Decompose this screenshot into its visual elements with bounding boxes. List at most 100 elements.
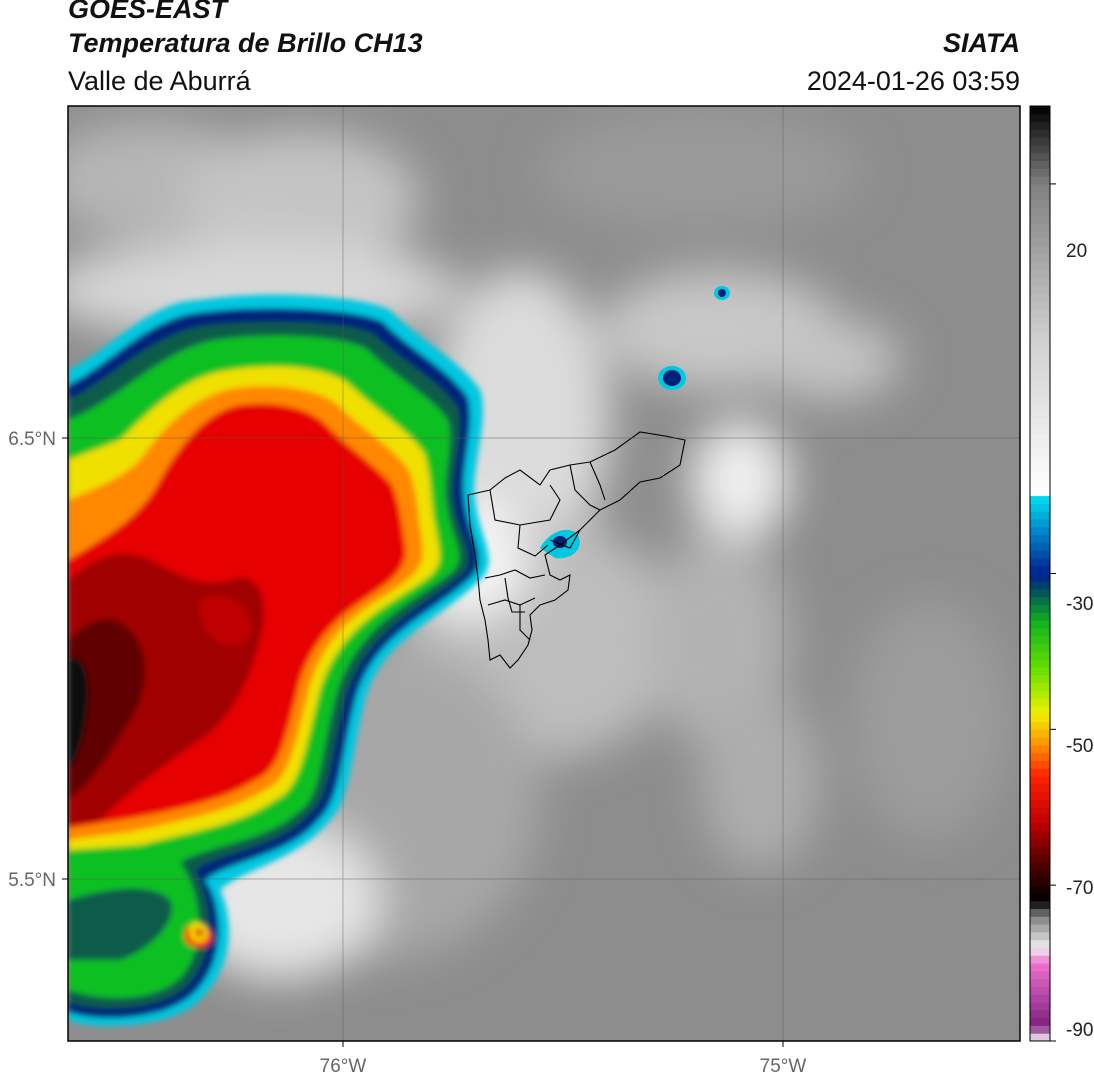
colorbar-segment bbox=[1030, 254, 1050, 263]
colorbar-segment bbox=[1030, 456, 1050, 465]
colorbar-segment bbox=[1030, 643, 1050, 652]
colorbar-segment bbox=[1030, 503, 1050, 512]
colorbar-segment bbox=[1030, 222, 1050, 232]
colorbar-segment bbox=[1030, 1009, 1050, 1019]
colorbar-tick-label: -30 bbox=[1066, 594, 1093, 615]
colorbar-segment bbox=[1030, 916, 1050, 925]
colorbar-segment bbox=[1030, 550, 1050, 559]
colorbar-segment bbox=[1030, 293, 1050, 302]
colorbar-segment bbox=[1030, 589, 1050, 598]
colorbar-segment bbox=[1030, 526, 1050, 536]
colorbar-segment bbox=[1030, 557, 1050, 567]
brightness-temperature-field bbox=[68, 106, 1020, 1041]
colorbar-segment bbox=[1030, 409, 1050, 419]
colorbar-segment bbox=[1030, 705, 1050, 715]
colorbar-segment bbox=[1030, 628, 1050, 637]
colorbar-segment bbox=[1030, 931, 1050, 941]
colorbar-segment bbox=[1030, 191, 1050, 200]
colorbar-segment bbox=[1030, 885, 1050, 894]
colorbar-segment bbox=[1030, 947, 1050, 956]
colorbar-segment bbox=[1030, 487, 1050, 497]
colorbar-segment bbox=[1030, 261, 1050, 271]
colorbar-segment bbox=[1030, 635, 1050, 645]
colorbar-segment bbox=[1030, 324, 1050, 333]
colorbar-segment bbox=[1030, 776, 1050, 785]
timestamp-label: 2024-01-26 03:59 bbox=[806, 66, 1020, 96]
colorbar-segment bbox=[1030, 791, 1050, 800]
colorbar-segment bbox=[1030, 651, 1050, 660]
colorbar-segment bbox=[1030, 238, 1050, 247]
colorbar-segment bbox=[1030, 441, 1050, 450]
colorbar-segment bbox=[1030, 300, 1050, 310]
colorbar-segment bbox=[1030, 908, 1050, 917]
colorbar-segment bbox=[1030, 106, 1050, 115]
colorbar-segment bbox=[1030, 417, 1050, 426]
colorbar-segment bbox=[1030, 121, 1050, 130]
colorbar-segment bbox=[1030, 495, 1050, 504]
colorbar-segment bbox=[1030, 339, 1050, 349]
colorbar-segment bbox=[1030, 246, 1050, 255]
colorbar-segment bbox=[1030, 970, 1050, 980]
colorbar-segment bbox=[1030, 604, 1050, 613]
colorbar-tick-label: 20 bbox=[1066, 241, 1087, 262]
colorbar-segment bbox=[1030, 581, 1050, 590]
colorbar-segment bbox=[1030, 1025, 1050, 1034]
colorbar-segment bbox=[1030, 331, 1050, 341]
satellite-title: GOES-EAST bbox=[68, 0, 228, 24]
colorbar-segment bbox=[1030, 308, 1050, 317]
colorbar-segment bbox=[1030, 464, 1050, 473]
colorbar-segment bbox=[1030, 768, 1050, 777]
colorbar-segment bbox=[1030, 230, 1050, 239]
colorbar-segment bbox=[1030, 573, 1050, 582]
colorbar-segment bbox=[1030, 713, 1050, 723]
colorbar-segment bbox=[1030, 830, 1050, 839]
colorbar-segment bbox=[1030, 1002, 1050, 1011]
region-subtitle: Valle de Aburrá bbox=[68, 66, 251, 96]
colorbar-segment bbox=[1030, 596, 1050, 606]
colorbar-segment bbox=[1030, 199, 1050, 208]
colorbar-segment bbox=[1030, 402, 1050, 411]
colorbar-segment bbox=[1030, 869, 1050, 878]
colorbar-segment bbox=[1030, 838, 1050, 847]
colorbar-segment bbox=[1030, 355, 1050, 364]
colorbar-segment bbox=[1030, 892, 1050, 902]
colorbar-segment bbox=[1030, 752, 1050, 761]
colorbar-segment bbox=[1030, 682, 1050, 691]
colorbar-segment bbox=[1030, 316, 1050, 325]
colorbar-segment bbox=[1030, 822, 1050, 832]
colorbar-segment bbox=[1030, 347, 1050, 356]
colorbar-segment bbox=[1030, 425, 1050, 434]
colorbar-segment bbox=[1030, 620, 1050, 629]
temperature-colorbar bbox=[1030, 106, 1050, 1042]
colorbar-segment bbox=[1030, 854, 1050, 863]
colorbar-segment bbox=[1030, 183, 1050, 193]
colorbar-segment bbox=[1030, 690, 1050, 699]
colorbar-segment bbox=[1030, 1033, 1050, 1042]
colorbar-segment bbox=[1030, 877, 1050, 886]
colorbar-segment bbox=[1030, 534, 1050, 543]
colorbar-segment bbox=[1030, 394, 1050, 403]
colorbar-segment bbox=[1030, 729, 1050, 738]
product-title: Temperatura de Brillo CH13 bbox=[68, 28, 423, 58]
colorbar-segment bbox=[1030, 667, 1050, 676]
lon-tick-label: 75°W bbox=[760, 1056, 807, 1077]
colorbar-segment bbox=[1030, 207, 1050, 216]
colorbar-tick-label: -50 bbox=[1066, 736, 1093, 757]
colorbar-segment bbox=[1030, 807, 1050, 816]
colorbar-segment bbox=[1030, 386, 1050, 395]
colorbar-segment bbox=[1030, 783, 1050, 793]
lat-tick-label: 6.5°N bbox=[8, 429, 56, 450]
colorbar-segment bbox=[1030, 472, 1050, 481]
colorbar-segment bbox=[1030, 612, 1050, 621]
colorbar-segment bbox=[1030, 698, 1050, 707]
colorbar-segment bbox=[1030, 511, 1050, 520]
colorbar-segment bbox=[1030, 846, 1050, 855]
colorbar-segment bbox=[1030, 215, 1050, 224]
municipality-boundaries bbox=[467, 431, 686, 669]
colorbar-segment bbox=[1030, 277, 1050, 286]
colorbar-segment bbox=[1030, 542, 1050, 551]
colorbar-segment bbox=[1030, 129, 1050, 138]
colorbar-segment bbox=[1030, 269, 1050, 278]
map-frame bbox=[67, 105, 1021, 1042]
